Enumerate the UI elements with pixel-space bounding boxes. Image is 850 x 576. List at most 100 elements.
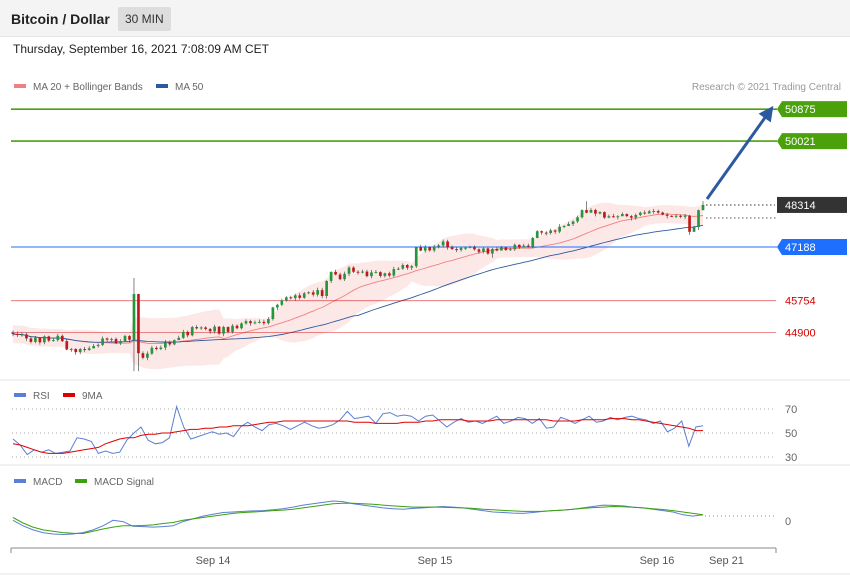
candle <box>473 245 476 251</box>
candle <box>289 295 293 300</box>
candle-body <box>455 249 458 251</box>
candle <box>356 270 360 275</box>
candle-body <box>280 300 284 305</box>
candle-body <box>419 247 423 251</box>
candle-body <box>302 293 306 298</box>
candle-body <box>522 245 526 248</box>
candle-body <box>43 336 46 343</box>
candle-body <box>621 214 624 217</box>
candle-body <box>491 248 494 254</box>
candle-body <box>334 271 337 275</box>
candle-body <box>289 297 293 299</box>
candle-body <box>204 327 207 329</box>
x-tick-label: Sep 21 <box>709 555 744 567</box>
candle-body <box>656 211 660 213</box>
legend-label: MA 50 <box>175 82 204 93</box>
candle <box>213 324 216 334</box>
candle <box>47 335 51 343</box>
candle-body <box>47 336 51 341</box>
candle-body <box>244 321 248 324</box>
candle-body <box>325 280 328 296</box>
candle <box>683 214 687 220</box>
rsi-tick-label: 70 <box>785 404 797 416</box>
candle-body <box>226 327 230 332</box>
candle-body <box>141 353 145 358</box>
projection-arrow <box>705 105 774 200</box>
candle-body <box>235 325 239 329</box>
candle-body <box>688 215 691 232</box>
candle <box>374 270 378 274</box>
candle-body <box>629 216 633 218</box>
candle-body <box>190 327 194 336</box>
candle <box>253 320 257 325</box>
candle <box>441 239 445 248</box>
candle-body <box>284 297 288 301</box>
candle-body <box>56 335 60 341</box>
level-label: 45754 <box>785 296 816 308</box>
candle <box>51 338 55 342</box>
candle <box>450 245 454 251</box>
candle-body <box>540 231 544 233</box>
candle <box>468 245 472 249</box>
ma20-line <box>12 213 704 345</box>
candle-body <box>535 231 539 238</box>
candle-body <box>213 326 216 332</box>
candle-body <box>168 342 172 345</box>
candle <box>96 343 100 348</box>
candle-body <box>208 328 212 332</box>
candle-body <box>320 290 324 296</box>
candle <box>320 287 324 299</box>
candle-body <box>446 241 449 248</box>
candle <box>585 201 588 214</box>
candle-body <box>531 237 535 247</box>
candle <box>280 298 284 307</box>
candle <box>365 269 369 278</box>
candle-body <box>186 331 190 336</box>
timeframe-button[interactable]: 30 MIN <box>118 7 171 31</box>
candle-body <box>652 211 656 213</box>
candle-body <box>670 215 673 217</box>
candle-body <box>405 265 409 268</box>
candle-body <box>607 216 611 218</box>
candle <box>647 210 651 214</box>
candle-body <box>249 321 252 324</box>
candle-body <box>352 267 355 272</box>
candle-body <box>585 210 588 213</box>
candle <box>244 319 248 325</box>
legend-swatch <box>75 479 87 483</box>
candle <box>401 263 405 270</box>
rsi-tick-label: 30 <box>785 452 797 464</box>
candle <box>643 210 647 215</box>
candle <box>159 345 163 351</box>
legend-swatch <box>14 479 26 483</box>
candle <box>258 319 261 324</box>
candle-body <box>65 341 69 350</box>
level-tag <box>777 101 847 118</box>
candle-body <box>450 247 454 250</box>
candle-body <box>329 271 333 281</box>
candle <box>222 325 225 337</box>
candle-body <box>20 334 24 336</box>
candle-body <box>69 349 73 351</box>
candle <box>361 269 364 274</box>
candle-body <box>576 217 579 222</box>
candle <box>271 306 275 321</box>
candle-body <box>123 336 127 341</box>
candle-body <box>177 337 181 341</box>
candle-body <box>307 292 311 294</box>
candle <box>459 246 463 252</box>
candle <box>316 287 320 297</box>
candle-body <box>464 247 467 249</box>
candle-body <box>473 246 476 250</box>
candle-body <box>51 340 55 342</box>
candle-body <box>199 327 203 329</box>
candle <box>181 329 185 339</box>
candle <box>491 247 494 258</box>
candle-body <box>392 269 396 276</box>
candle-body <box>383 273 387 276</box>
candle <box>594 208 597 217</box>
level-tag-text: 47188 <box>785 242 816 254</box>
candle-body <box>396 268 400 270</box>
candle-body <box>661 212 665 215</box>
